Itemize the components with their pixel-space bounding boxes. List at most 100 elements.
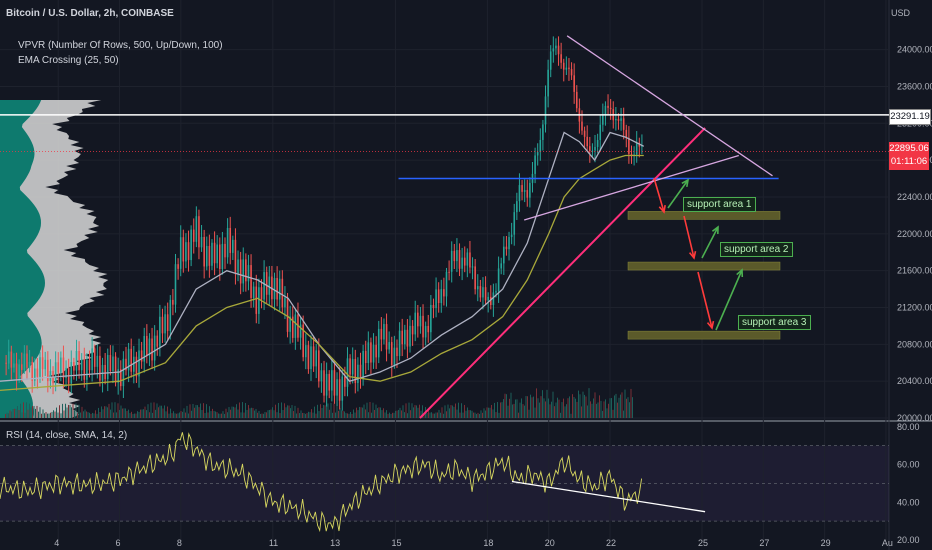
candle-body [255, 286, 258, 314]
candle-body [518, 185, 521, 202]
volume-bar [588, 388, 590, 418]
volume-bar [320, 404, 321, 418]
candle-body [586, 136, 588, 147]
volume-bar [366, 402, 368, 418]
volume-bar [210, 411, 212, 418]
support-area-1-label[interactable]: support area 1 [683, 197, 756, 212]
arrow-up-2 [701, 226, 719, 259]
candle-body [161, 316, 164, 334]
volume-bar [212, 408, 213, 418]
candle-body [489, 296, 492, 305]
candle-body [260, 287, 263, 300]
candle-body [344, 376, 346, 387]
x-tick-label: 8 [177, 538, 182, 548]
candle-body [622, 118, 625, 130]
volume-bar [5, 414, 6, 418]
indicator-rsi-label[interactable]: RSI (14, close, SMA, 14, 2) [6, 430, 128, 441]
volume-bar [612, 409, 614, 418]
candle-body [599, 124, 602, 141]
volume-bar [278, 402, 279, 418]
volume-bar [539, 402, 540, 418]
volume-bar [83, 411, 84, 418]
candle-body [33, 368, 36, 381]
arrow-down-2 [683, 215, 695, 259]
volume-bar [494, 402, 495, 418]
candle-body [450, 250, 453, 272]
indicator-ema-label[interactable]: EMA Crossing (25, 50) [18, 55, 119, 66]
candle-body [245, 259, 247, 282]
candle-body [216, 244, 218, 264]
candle-body [575, 91, 578, 109]
volume-bar [230, 409, 231, 418]
volume-bar [471, 410, 473, 418]
volume-bar [390, 413, 392, 418]
volume-bar [419, 404, 420, 418]
volume-bar [555, 402, 557, 418]
volume-bar [455, 403, 456, 418]
volume-bar [606, 408, 608, 418]
last-price-value: 22895.06 [889, 143, 929, 154]
volume-bar [579, 394, 581, 418]
volume-bar [629, 402, 630, 418]
volume-bar [339, 408, 341, 418]
volume-bar [227, 412, 228, 418]
volume-bar [96, 413, 98, 418]
candle-body [151, 338, 153, 361]
indicator-vpvr-label[interactable]: VPVR (Number Of Rows, 500, Up/Down, 100) [18, 40, 223, 51]
volume-bar [356, 407, 357, 418]
candle-body [357, 364, 359, 384]
volume-bar [69, 405, 71, 418]
volume-bar [368, 412, 369, 418]
candle-body [594, 146, 596, 151]
volume-bar [357, 410, 359, 418]
support-area-2-label[interactable]: support area 2 [720, 242, 793, 257]
chart-title[interactable]: Bitcoin / U.S. Dollar, 2h, COINBASE [6, 8, 174, 19]
volume-bar [311, 409, 312, 418]
candle-body [310, 346, 312, 370]
volume-bar [269, 410, 270, 418]
volume-bar [536, 388, 537, 418]
volume-bar [407, 413, 408, 418]
candle-body [625, 129, 628, 138]
volume-bar [144, 406, 146, 418]
candle-body [390, 342, 393, 365]
candle-body [385, 324, 388, 350]
candle-body [10, 351, 13, 368]
volume-bar [371, 412, 372, 418]
candle-body [458, 250, 461, 269]
volume-bar [74, 410, 75, 418]
volume-bar [138, 411, 140, 418]
y-tick-label: 22400.00 [897, 192, 932, 202]
volume-bar [569, 396, 570, 418]
volume-bar [30, 407, 32, 418]
candle-body [615, 118, 617, 121]
volume-bar [204, 413, 206, 418]
candle-body [99, 355, 101, 381]
volume-bar [168, 413, 170, 418]
volume-bar [449, 408, 450, 418]
candle-body [83, 359, 86, 380]
volume-bar [332, 412, 333, 418]
volume-bar [360, 407, 362, 418]
volume-bar [218, 413, 219, 418]
volume-bar [225, 408, 227, 418]
candle-body [143, 335, 146, 362]
volume-bar [71, 407, 72, 418]
volume-bar [65, 403, 66, 418]
volume-bar [90, 413, 92, 418]
volume-bar [131, 411, 132, 418]
volume-bar [32, 405, 33, 418]
candle-body [510, 234, 513, 238]
volume-bar [479, 413, 480, 418]
volume-bar [323, 404, 324, 418]
support-area-3-label[interactable]: support area 3 [738, 315, 811, 330]
candle-body [117, 369, 119, 383]
candle-body [281, 278, 284, 308]
volume-bar [42, 409, 44, 418]
candle-body [41, 357, 44, 370]
candle-body [589, 146, 591, 152]
volume-bar [92, 412, 93, 418]
volume-bar [275, 404, 276, 418]
candle-body [31, 361, 33, 381]
